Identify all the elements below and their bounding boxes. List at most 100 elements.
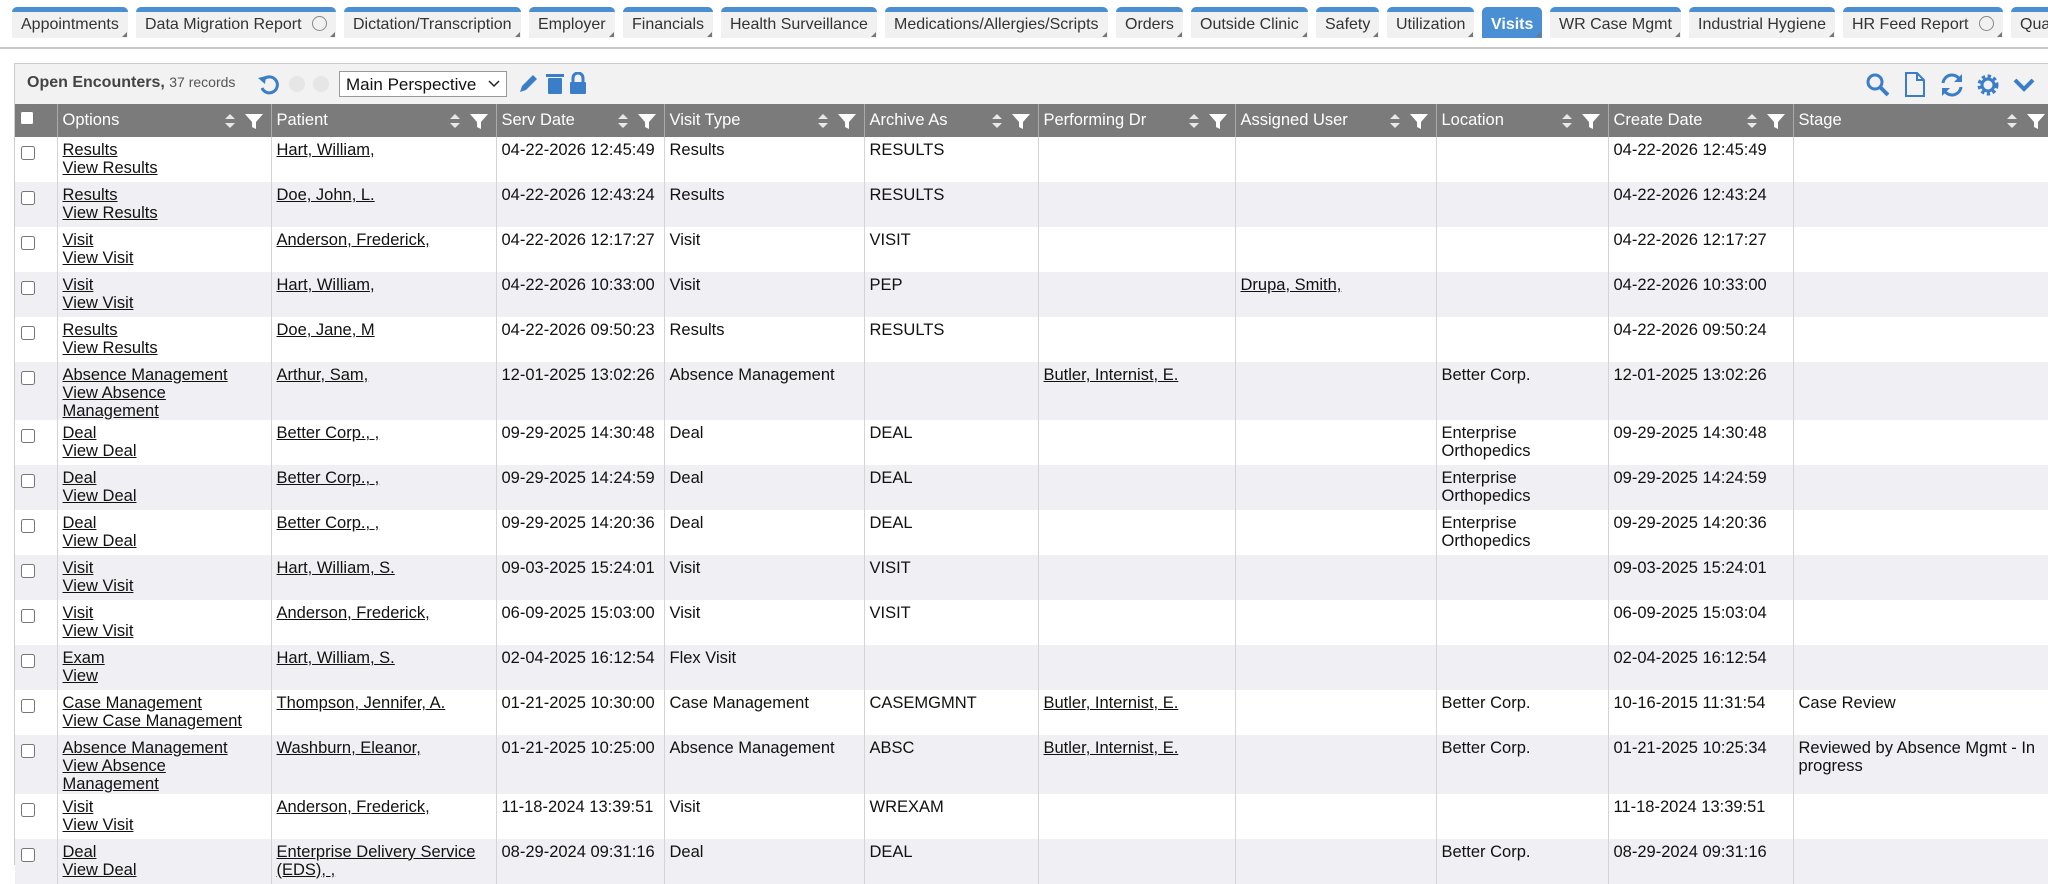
- tab[interactable]: Quality of Care: [2011, 7, 2048, 38]
- patient-link[interactable]: Hart, William, S.: [277, 559, 395, 577]
- export-button[interactable]: [1904, 72, 1926, 98]
- patient-link[interactable]: Hart, William,: [277, 276, 375, 294]
- patient-link[interactable]: Better Corp., ,: [277, 424, 380, 442]
- view-link[interactable]: View: [63, 667, 98, 685]
- view-link[interactable]: View Absence Management: [63, 757, 166, 793]
- patient-link[interactable]: Better Corp., ,: [277, 469, 380, 487]
- column-header[interactable]: Create Date: [1608, 104, 1793, 137]
- refresh-button[interactable]: [1939, 72, 1965, 98]
- assigned-user-link[interactable]: Drupa, Smith,: [1241, 276, 1342, 294]
- column-header[interactable]: Archive As: [864, 104, 1038, 137]
- row-checkbox[interactable]: [21, 474, 35, 488]
- tab[interactable]: Outside Clinic: [1191, 7, 1308, 38]
- option-link[interactable]: Results: [63, 321, 118, 339]
- row-checkbox[interactable]: [21, 429, 35, 443]
- option-link[interactable]: Deal: [63, 469, 97, 487]
- tab[interactable]: Dictation/Transcription: [344, 7, 521, 38]
- settings-button[interactable]: [1975, 72, 2001, 98]
- patient-link[interactable]: Anderson, Frederick,: [277, 604, 430, 622]
- option-link[interactable]: Results: [63, 186, 118, 204]
- option-link[interactable]: Visit: [63, 559, 94, 577]
- option-link[interactable]: Visit: [63, 276, 94, 294]
- view-link[interactable]: View Deal: [63, 532, 137, 550]
- column-header[interactable]: Stage: [1793, 104, 2048, 137]
- option-link[interactable]: Deal: [63, 514, 97, 532]
- patient-link[interactable]: Enterprise Delivery Service (EDS), ,: [277, 843, 476, 879]
- collapse-button[interactable]: [2012, 72, 2036, 98]
- sort-filter-glyph[interactable]: [1386, 112, 1432, 130]
- option-link[interactable]: Visit: [63, 604, 94, 622]
- performing-dr-link[interactable]: Butler, Internist, E.: [1044, 739, 1179, 757]
- patient-link[interactable]: Hart, William, S.: [277, 649, 395, 667]
- row-checkbox[interactable]: [21, 699, 35, 713]
- row-checkbox[interactable]: [21, 848, 35, 862]
- perspective-select[interactable]: Main Perspective: [339, 71, 507, 97]
- row-checkbox[interactable]: [21, 371, 35, 385]
- edit-button[interactable]: [517, 72, 539, 96]
- option-link[interactable]: Visit: [63, 798, 94, 816]
- view-link[interactable]: View Visit: [63, 622, 134, 640]
- tab[interactable]: HR Feed Report: [1843, 7, 2003, 38]
- patient-link[interactable]: Doe, Jane, M: [277, 321, 375, 339]
- tab[interactable]: Health Surveillance: [721, 7, 877, 38]
- view-link[interactable]: View Visit: [63, 249, 134, 267]
- view-link[interactable]: View Results: [63, 339, 158, 357]
- view-link[interactable]: View Absence Management: [63, 384, 166, 420]
- tab[interactable]: Employer: [529, 7, 615, 38]
- view-link[interactable]: View Results: [63, 159, 158, 177]
- lock-button[interactable]: [568, 72, 588, 96]
- patient-link[interactable]: Anderson, Frederick,: [277, 231, 430, 249]
- sort-filter-glyph[interactable]: [1185, 112, 1231, 130]
- column-header[interactable]: Assigned User: [1235, 104, 1436, 137]
- performing-dr-link[interactable]: Butler, Internist, E.: [1044, 366, 1179, 384]
- row-checkbox[interactable]: [21, 236, 35, 250]
- view-link[interactable]: View Visit: [63, 294, 134, 312]
- sort-filter-glyph[interactable]: [614, 112, 660, 130]
- row-checkbox[interactable]: [21, 744, 35, 758]
- sort-filter-glyph[interactable]: [221, 112, 267, 130]
- tab[interactable]: Data Migration Report: [136, 7, 336, 38]
- search-button[interactable]: [1865, 72, 1891, 98]
- row-checkbox[interactable]: [21, 519, 35, 533]
- view-link[interactable]: View Visit: [63, 816, 134, 834]
- option-link[interactable]: Deal: [63, 843, 97, 861]
- column-header[interactable]: Patient: [271, 104, 496, 137]
- sort-filter-glyph[interactable]: [988, 112, 1034, 130]
- row-checkbox[interactable]: [21, 191, 35, 205]
- option-link[interactable]: Absence Management: [63, 366, 228, 384]
- back-button[interactable]: [287, 72, 307, 96]
- sort-filter-glyph[interactable]: [1743, 112, 1789, 130]
- view-link[interactable]: View Case Management: [63, 712, 242, 730]
- option-link[interactable]: Deal: [63, 424, 97, 442]
- forward-button[interactable]: [311, 72, 331, 96]
- row-checkbox[interactable]: [21, 654, 35, 668]
- row-checkbox[interactable]: [21, 281, 35, 295]
- row-checkbox[interactable]: [21, 326, 35, 340]
- sort-filter-glyph[interactable]: [814, 112, 860, 130]
- tab[interactable]: Safety: [1316, 7, 1379, 38]
- patient-link[interactable]: Anderson, Frederick,: [277, 798, 430, 816]
- row-checkbox[interactable]: [21, 146, 35, 160]
- column-header[interactable]: Visit Type: [664, 104, 864, 137]
- option-link[interactable]: Absence Management: [63, 739, 228, 757]
- patient-link[interactable]: Better Corp., ,: [277, 514, 380, 532]
- row-checkbox[interactable]: [21, 803, 35, 817]
- row-checkbox[interactable]: [21, 609, 35, 623]
- tab[interactable]: WR Case Mgmt: [1550, 7, 1681, 38]
- tab[interactable]: Orders: [1116, 7, 1183, 38]
- option-link[interactable]: Visit: [63, 231, 94, 249]
- sort-filter-glyph[interactable]: [1558, 112, 1604, 130]
- view-link[interactable]: View Visit: [63, 577, 134, 595]
- patient-link[interactable]: Hart, William,: [277, 141, 375, 159]
- column-header[interactable]: Performing Dr: [1038, 104, 1235, 137]
- tab[interactable]: Financials: [623, 7, 713, 38]
- column-header[interactable]: Location: [1436, 104, 1608, 137]
- column-header[interactable]: Options: [57, 104, 271, 137]
- patient-link[interactable]: Doe, John, L.: [277, 186, 375, 204]
- column-header[interactable]: Serv Date: [496, 104, 664, 137]
- view-link[interactable]: View Results: [63, 204, 158, 222]
- performing-dr-link[interactable]: Butler, Internist, E.: [1044, 694, 1179, 712]
- tab[interactable]: Industrial Hygiene: [1689, 7, 1835, 38]
- option-link[interactable]: Exam: [63, 649, 105, 667]
- view-link[interactable]: View Deal: [63, 487, 137, 505]
